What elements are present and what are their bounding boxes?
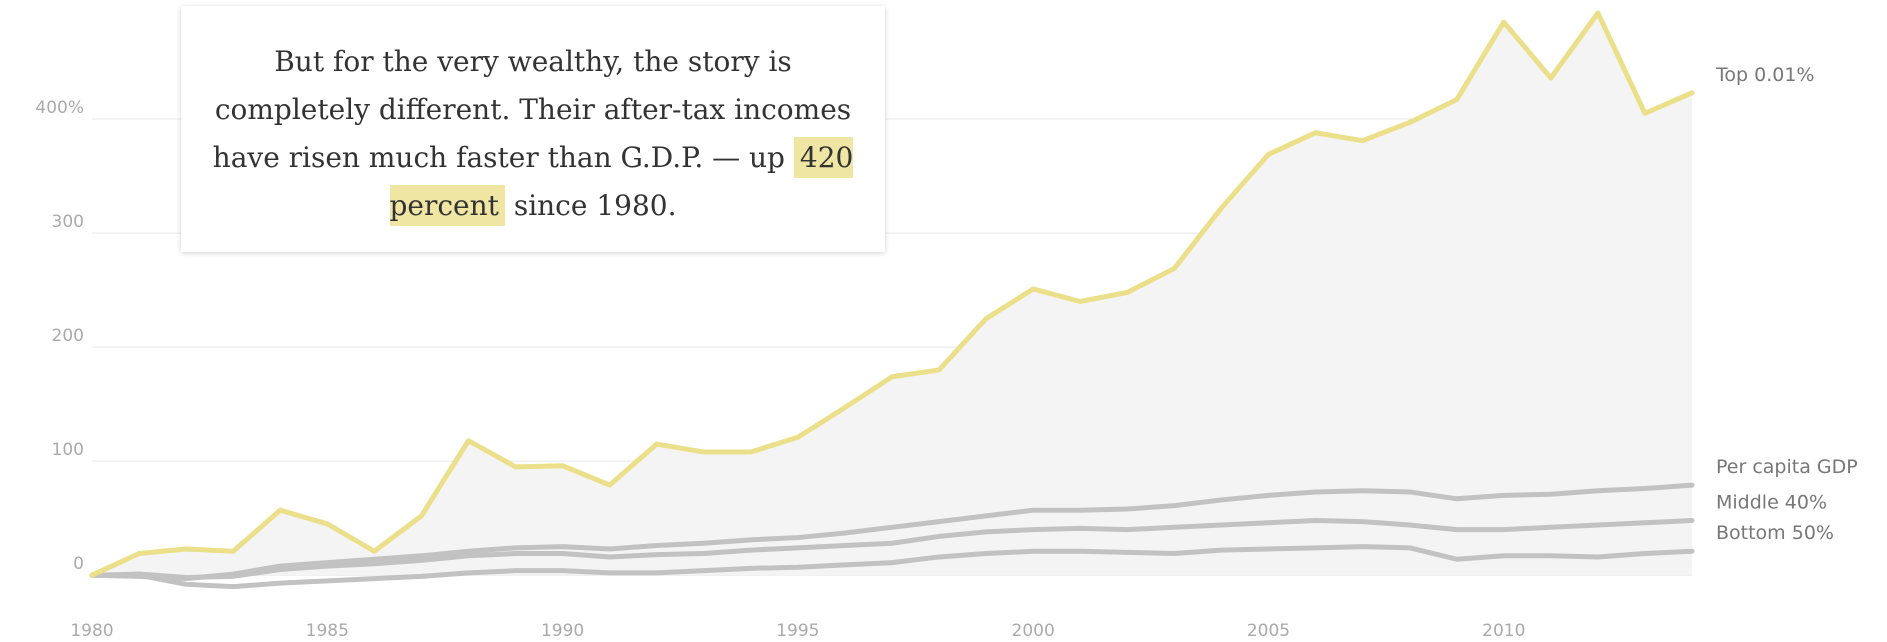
y-tick-label: 100 — [52, 440, 84, 460]
x-tick-label: 2005 — [1247, 621, 1290, 641]
y-tick-label: 300 — [52, 212, 84, 232]
x-axis-ticks: 1980 1985 1990 1995 2000 2005 2010 — [70, 621, 1525, 641]
series-lines — [89, 10, 1695, 590]
top-series-area — [92, 12, 1692, 576]
x-tick-label: 1990 — [541, 621, 584, 641]
series-label: Middle 40% — [1716, 491, 1827, 513]
annotation-text: But for the very wealthy, the story is c… — [212, 45, 852, 174]
annotation-text-end: since 1980. — [504, 189, 677, 222]
y-tick-label: 400% — [35, 98, 84, 118]
series-line-bottom-50- — [89, 544, 1695, 590]
y-tick-label: 0 — [73, 554, 84, 574]
series-label: Top 0.01% — [1715, 64, 1814, 86]
series-line-middle-40- — [89, 517, 1695, 580]
series-line-top-0-01- — [89, 10, 1695, 578]
annotation-box: But for the very wealthy, the story is c… — [181, 6, 885, 252]
x-tick-label: 2000 — [1012, 621, 1055, 641]
series-labels: Top 0.01% Per capita GDP Middle 40% Bottom … — [1715, 64, 1858, 544]
x-tick-label: 1985 — [306, 621, 349, 641]
series-label: Per capita GDP — [1716, 456, 1858, 478]
area-fill-layer — [92, 12, 1692, 576]
x-tick-label: 1995 — [776, 621, 819, 641]
y-axis-ticks: 0 100 200 300 400% — [35, 98, 84, 574]
series-line-per-capita-gdp — [89, 482, 1695, 582]
x-tick-label: 2010 — [1482, 621, 1525, 641]
y-tick-label: 200 — [52, 326, 84, 346]
series-label: Bottom 50% — [1716, 522, 1834, 544]
x-tick-label: 1980 — [70, 621, 113, 641]
